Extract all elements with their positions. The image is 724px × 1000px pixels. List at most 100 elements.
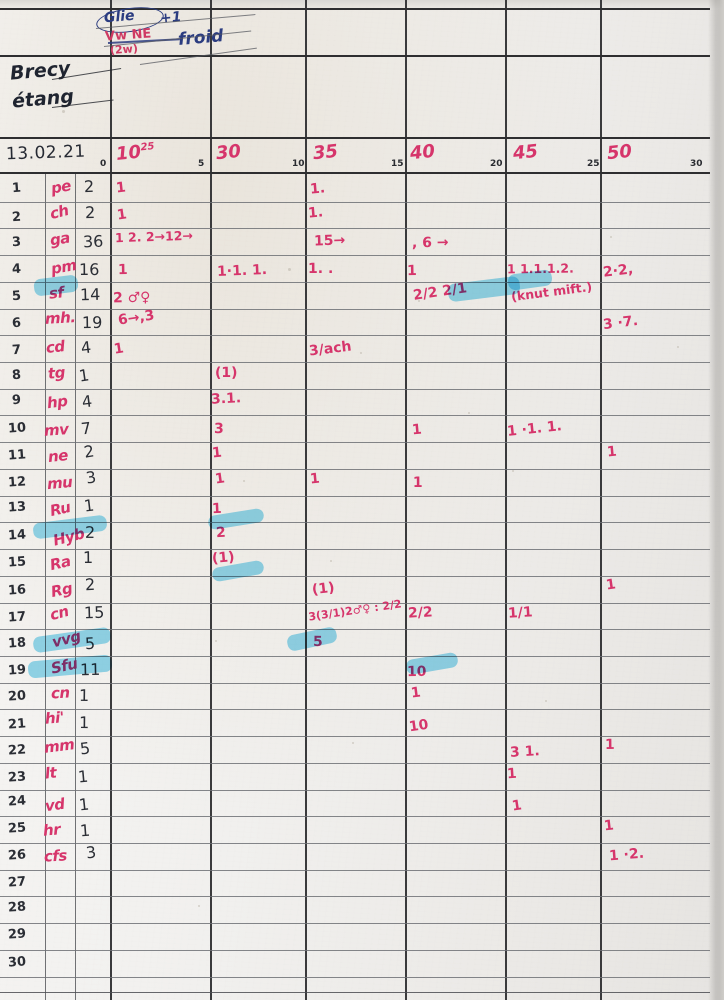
total-count: 2 bbox=[84, 575, 96, 595]
species-code: ch bbox=[47, 200, 71, 223]
scale-mark-30: 30 bbox=[690, 159, 703, 169]
paper-speck bbox=[215, 640, 217, 642]
rule-row-10 bbox=[0, 442, 710, 443]
tally-cell: 10 bbox=[408, 716, 430, 736]
rule-row-12 bbox=[0, 496, 710, 497]
total-count: 2 bbox=[84, 203, 95, 223]
tally-cell: 1/1 bbox=[507, 604, 533, 623]
tally-cell: 1 bbox=[606, 443, 618, 461]
tally-cell: 1. . bbox=[307, 261, 333, 278]
tally-cell: (1) bbox=[215, 364, 238, 381]
total-count: 11 bbox=[79, 659, 101, 680]
site-name-line1: Brecy bbox=[9, 57, 72, 85]
paper-speck bbox=[330, 560, 332, 562]
total-count: 5 bbox=[78, 738, 92, 759]
row-number: 25 bbox=[7, 819, 27, 837]
rule-row-16 bbox=[0, 603, 710, 604]
species-code: Ra bbox=[48, 551, 73, 574]
tally-cell: 6→,3 bbox=[117, 307, 156, 329]
page-right-edge bbox=[708, 0, 724, 1000]
tally-cell: 1 bbox=[510, 796, 523, 815]
rule-row-19 bbox=[0, 683, 710, 684]
tally-cell: 1 bbox=[112, 340, 125, 359]
rule-row-2 bbox=[0, 228, 710, 229]
row-number: 29 bbox=[7, 926, 27, 944]
species-code: tg bbox=[47, 363, 66, 384]
rule-row-7 bbox=[0, 362, 710, 363]
rule-row-4 bbox=[0, 282, 710, 283]
row-number: 22 bbox=[7, 742, 27, 759]
tally-cell: 1 bbox=[115, 206, 128, 224]
tally-cell: 1 bbox=[506, 765, 518, 783]
total-count: 1 bbox=[77, 766, 89, 786]
row-number: 23 bbox=[7, 769, 27, 786]
index-vline-1 bbox=[75, 172, 77, 1000]
rule-row-13 bbox=[0, 522, 710, 523]
species-code: cn bbox=[50, 683, 71, 703]
tally-cell: 3/ach bbox=[307, 338, 353, 360]
scale-mark-5: 5 bbox=[198, 159, 205, 169]
scale-mark-10: 10 bbox=[292, 159, 305, 169]
species-code: sf bbox=[47, 283, 65, 304]
species-code: vvg bbox=[49, 626, 83, 651]
total-count: 1 bbox=[79, 712, 90, 732]
rule-row-25 bbox=[0, 843, 710, 844]
rule-header-divider bbox=[0, 55, 710, 57]
tally-cell: 1 bbox=[213, 470, 226, 488]
paper-speck bbox=[243, 480, 245, 482]
species-code: pm bbox=[49, 255, 78, 279]
species-code: cd bbox=[44, 337, 66, 358]
time-label-4: 45 bbox=[511, 140, 540, 165]
rule-row-14 bbox=[0, 549, 710, 550]
tally-cell: 2 bbox=[215, 524, 227, 542]
species-code: Hyb bbox=[50, 524, 86, 550]
rule-row-15 bbox=[0, 576, 710, 577]
total-count: 2 bbox=[83, 176, 95, 197]
row-number: 16 bbox=[7, 582, 27, 599]
total-count: 2 bbox=[82, 441, 96, 463]
tally-cell: 1 bbox=[605, 737, 616, 754]
tally-cell: 3 bbox=[214, 420, 225, 438]
species-code: hi' bbox=[44, 708, 65, 729]
scale-mark-0: 0 bbox=[100, 159, 107, 169]
total-count: 36 bbox=[82, 231, 104, 252]
scale-mark-20: 20 bbox=[490, 159, 503, 169]
species-code: mu bbox=[46, 472, 74, 493]
row-number: 24 bbox=[7, 793, 27, 811]
grid-vline-1 bbox=[210, 0, 212, 1000]
tally-cell: 1 bbox=[412, 474, 423, 491]
species-code: cfs bbox=[43, 846, 68, 866]
time-label-2: 35 bbox=[311, 140, 340, 165]
total-count: 1 bbox=[78, 685, 89, 705]
total-count: 7 bbox=[80, 418, 93, 439]
rule-row-27 bbox=[0, 896, 710, 897]
row-number: 27 bbox=[7, 874, 27, 891]
total-count: 1 bbox=[82, 495, 95, 516]
row-number: 8 bbox=[11, 368, 22, 384]
rule-row-26 bbox=[0, 870, 710, 871]
row-number: 30 bbox=[7, 954, 27, 971]
circled-note-text: Glie bbox=[103, 7, 136, 27]
tally-cell: 15→ bbox=[313, 232, 346, 250]
row-number: 21 bbox=[7, 716, 27, 733]
total-count: 3 bbox=[84, 842, 98, 863]
row-number: 11 bbox=[7, 447, 27, 464]
total-count: 14 bbox=[79, 284, 101, 305]
tally-cell: , 6 → bbox=[411, 234, 449, 252]
paper-speck bbox=[352, 742, 354, 744]
total-count: 15 bbox=[83, 602, 105, 623]
tally-cell: 1 bbox=[406, 263, 417, 280]
rule-row-20 bbox=[0, 709, 710, 710]
row-number: 5 bbox=[11, 288, 22, 304]
row-number: 28 bbox=[7, 899, 27, 917]
total-count: 16 bbox=[79, 259, 100, 279]
tally-cell: (knut mift.) bbox=[510, 278, 594, 304]
time-label-3: 40 bbox=[408, 140, 437, 165]
rule-above-date bbox=[0, 137, 710, 139]
row-number: 7 bbox=[11, 342, 22, 358]
tally-cell: 2·2, bbox=[602, 261, 634, 281]
row-number: 2 bbox=[11, 209, 22, 225]
tally-cell: 1 bbox=[211, 500, 222, 517]
tally-cell: 1 2. 2→12→ bbox=[115, 227, 194, 246]
